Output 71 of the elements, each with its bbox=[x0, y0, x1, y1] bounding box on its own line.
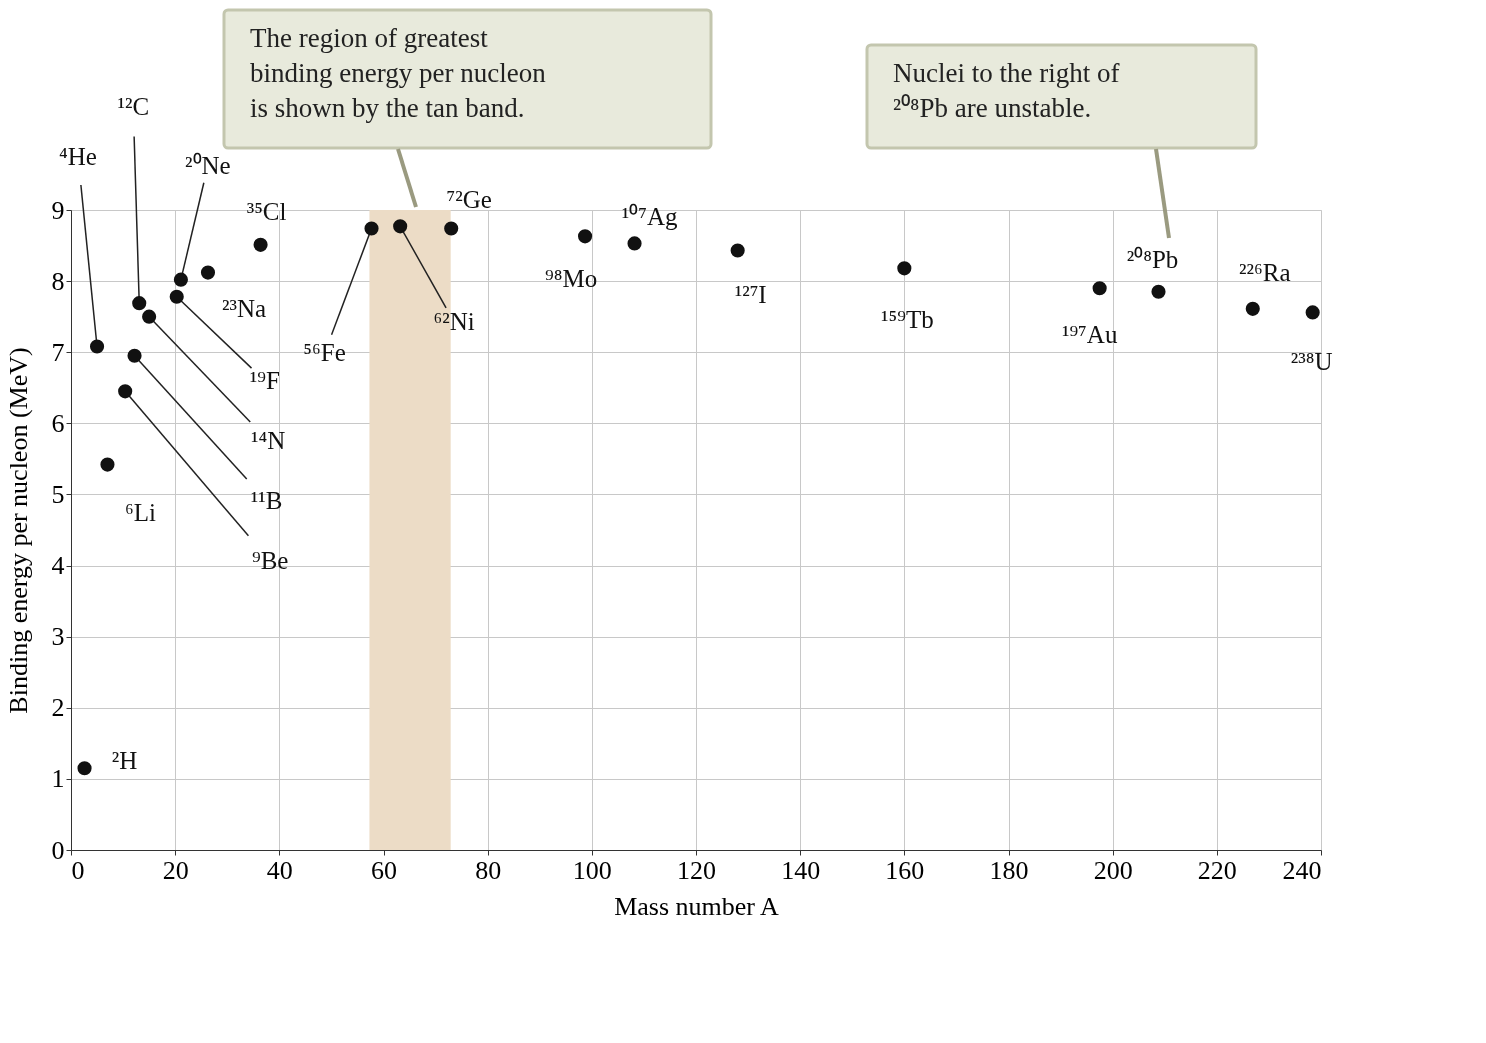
point bbox=[577, 229, 593, 244]
annotation: ²⁰⁸Pb bbox=[1126, 245, 1179, 273]
point bbox=[393, 219, 408, 234]
y-tick-label: 9 bbox=[51, 195, 65, 225]
annotation: ⁵⁶Fe bbox=[303, 339, 346, 367]
x-tick-label: 20 bbox=[162, 855, 189, 885]
point bbox=[730, 243, 745, 258]
y-tick-label: 0 bbox=[51, 835, 65, 865]
point bbox=[169, 289, 184, 304]
x-tick-label: 0 bbox=[71, 855, 85, 885]
annotation: ¹²⁷I bbox=[734, 280, 767, 308]
x-tick-label: 160 bbox=[885, 855, 925, 885]
annotation: ⁹Be bbox=[251, 547, 289, 575]
x-tick-label: 200 bbox=[1093, 855, 1133, 885]
point bbox=[1151, 284, 1166, 299]
point bbox=[1245, 301, 1260, 316]
y-tick-label: 2 bbox=[51, 693, 65, 723]
annotation: ¹⁵⁹Tb bbox=[880, 306, 934, 334]
y-tick-label: 7 bbox=[51, 337, 65, 367]
x-tick-label: 120 bbox=[677, 855, 716, 885]
x-tick-label: 100 bbox=[572, 855, 612, 885]
annotation: ¹⁴N bbox=[250, 426, 286, 454]
point bbox=[118, 384, 133, 399]
point bbox=[1305, 305, 1320, 320]
annotation: ⁷²Ge bbox=[446, 186, 492, 214]
point bbox=[1092, 281, 1107, 296]
annotation: ²³⁸U bbox=[1290, 348, 1333, 376]
x-tick-label: 220 bbox=[1197, 855, 1237, 885]
annotation: ¹²C bbox=[117, 93, 150, 121]
annotation: ²⁰Ne bbox=[185, 151, 231, 179]
x-tick-label: 80 bbox=[475, 855, 502, 885]
point bbox=[132, 296, 147, 311]
point bbox=[444, 221, 459, 236]
point bbox=[627, 236, 642, 251]
point bbox=[100, 457, 115, 472]
point bbox=[897, 261, 912, 276]
point bbox=[77, 761, 92, 776]
x-tick-label: 60 bbox=[371, 855, 397, 885]
point bbox=[89, 339, 105, 354]
point bbox=[142, 309, 157, 324]
point bbox=[173, 272, 188, 287]
annotation: ¹⁰⁷Ag bbox=[621, 203, 678, 231]
x-axis-title: Mass number A bbox=[614, 891, 780, 921]
y-tick-label: 3 bbox=[51, 622, 65, 652]
y-tick-label: 6 bbox=[51, 408, 65, 438]
y-tick-label: 8 bbox=[51, 266, 65, 296]
annotation: ²²⁶Ra bbox=[1239, 258, 1291, 286]
text: The region of greatest binding energy per nucleon is shown by the tan band. bbox=[250, 23, 547, 123]
x-tick-label: 180 bbox=[989, 855, 1029, 885]
point bbox=[364, 221, 379, 236]
annotation: ⁹⁸Mo bbox=[544, 265, 598, 293]
y-tick-label: 1 bbox=[51, 764, 65, 794]
annotation: ¹¹B bbox=[250, 486, 283, 514]
point bbox=[253, 237, 268, 252]
x-tick-label: 40 bbox=[266, 855, 293, 885]
annotation: ¹⁹F bbox=[249, 366, 280, 394]
annotation: ⁶Li bbox=[124, 498, 156, 526]
x-tick-label: 140 bbox=[781, 855, 821, 885]
y-tick-label: 5 bbox=[51, 479, 65, 509]
point bbox=[127, 348, 142, 363]
x-tick-label: 240 bbox=[1282, 855, 1322, 885]
y-axis-title: Binding energy per nucleon (MeV) bbox=[3, 347, 33, 714]
text: Nuclei to the right of ²⁰⁸Pb are unstable. bbox=[893, 58, 1120, 123]
annotation: ⁶²Ni bbox=[433, 308, 475, 336]
annotation: ¹⁹⁷Au bbox=[1061, 321, 1118, 349]
y-tick-label: 4 bbox=[51, 551, 65, 581]
point bbox=[200, 265, 216, 280]
annotation: ⁴He bbox=[59, 142, 97, 170]
annotation: ²³Na bbox=[221, 294, 267, 322]
annotation: ²H bbox=[111, 747, 138, 775]
annotation: ³⁵Cl bbox=[246, 197, 287, 225]
